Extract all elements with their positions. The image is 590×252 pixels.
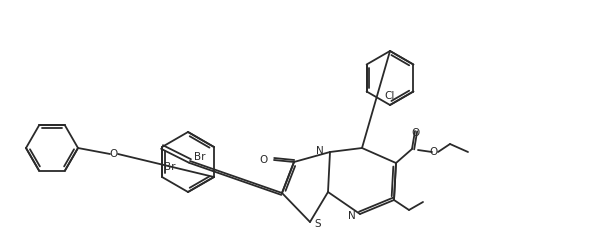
Text: N: N [316, 146, 324, 156]
Text: Br: Br [164, 162, 175, 172]
Text: Cl: Cl [385, 91, 395, 101]
Text: O: O [411, 128, 419, 138]
Text: O: O [260, 155, 268, 165]
Text: S: S [314, 219, 320, 229]
Text: O: O [430, 147, 438, 157]
Text: O: O [110, 149, 118, 159]
Text: Br: Br [195, 152, 206, 162]
Text: N: N [348, 211, 356, 221]
